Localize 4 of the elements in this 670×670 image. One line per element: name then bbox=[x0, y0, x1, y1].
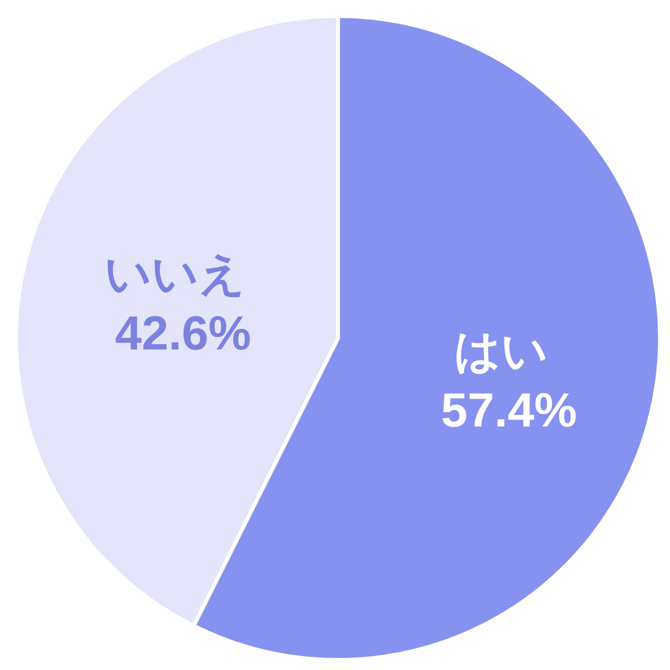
data-label: 42.6% bbox=[115, 307, 252, 360]
slice-label: はい bbox=[454, 324, 548, 378]
slice-label: いいえ bbox=[104, 246, 246, 300]
data-label: 57.4% bbox=[440, 384, 577, 438]
